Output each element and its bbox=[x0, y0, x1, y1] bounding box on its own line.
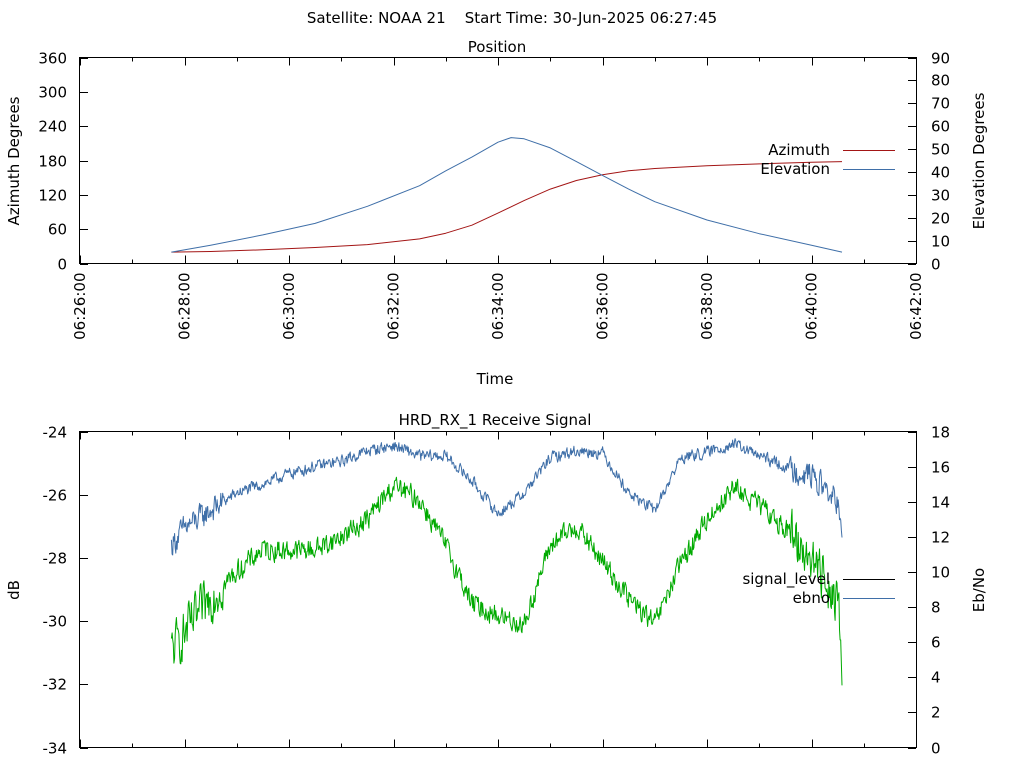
right-y-tick-label: 20 bbox=[931, 210, 950, 228]
legend-label: signal_level bbox=[742, 570, 830, 589]
right-y-tick-label: 10 bbox=[931, 564, 950, 582]
right-y-tick-label: 90 bbox=[931, 50, 950, 68]
left-y-tick-label: 60 bbox=[48, 221, 67, 239]
right-y-tick-label: 2 bbox=[931, 704, 941, 722]
position-axes: 06:26:00 06:28:00 06:30:00 06:32:00 06:34:00… bbox=[38, 50, 950, 340]
signal-series bbox=[170, 438, 843, 686]
position-x-axis-label: Time bbox=[476, 370, 514, 388]
series-line-Azimuth bbox=[171, 161, 843, 253]
x-tick-label: 06:40:00 bbox=[803, 273, 821, 340]
right-y-tick-label: 8 bbox=[931, 599, 941, 617]
position-chart-title: Position bbox=[468, 38, 526, 56]
left-y-tick-label: -32 bbox=[43, 676, 68, 694]
series-line-Elevation bbox=[171, 137, 843, 253]
left-y-tick-label: 300 bbox=[38, 84, 67, 102]
left-y-tick-label: 360 bbox=[38, 50, 67, 68]
position-series bbox=[171, 137, 843, 253]
x-tick-label: 06:38:00 bbox=[698, 273, 716, 340]
left-y-tick-label: -26 bbox=[43, 487, 68, 505]
legend-label: Elevation bbox=[760, 160, 830, 178]
left-y-tick-label: 120 bbox=[38, 187, 67, 205]
signal-left-axis-label: dB bbox=[5, 580, 23, 600]
series-line-series-2 bbox=[170, 476, 843, 686]
x-tick-label: 06:30:00 bbox=[280, 273, 298, 340]
right-y-tick-label: 70 bbox=[931, 95, 950, 113]
right-y-tick-label: 6 bbox=[931, 634, 941, 652]
left-y-tick-label: -24 bbox=[43, 424, 68, 442]
right-y-tick-label: 0 bbox=[931, 740, 941, 758]
right-y-tick-label: 0 bbox=[931, 256, 941, 274]
series-line-ebno bbox=[170, 438, 843, 556]
right-y-tick-label: 10 bbox=[931, 233, 950, 251]
right-y-tick-label: 50 bbox=[931, 141, 950, 159]
right-y-tick-label: 60 bbox=[931, 118, 950, 136]
x-tick-label: 06:26:00 bbox=[71, 273, 89, 340]
x-tick-label: 06:32:00 bbox=[385, 273, 403, 340]
right-y-tick-label: 4 bbox=[931, 669, 941, 687]
left-y-tick-label: 0 bbox=[57, 256, 67, 274]
figure-title: Satellite: NOAA 21 Start Time: 30-Jun-20… bbox=[307, 9, 717, 27]
x-tick-label: 06:36:00 bbox=[594, 273, 612, 340]
right-y-tick-label: 12 bbox=[931, 529, 950, 547]
legend-label: ebno bbox=[793, 589, 830, 607]
legend-label: Azimuth bbox=[768, 141, 830, 159]
signal-chart-title: HRD_RX_1 Receive Signal bbox=[399, 411, 592, 430]
signal-plot-frame bbox=[79, 431, 917, 748]
x-tick-label: 06:34:00 bbox=[489, 273, 507, 340]
right-y-tick-label: 18 bbox=[931, 424, 950, 442]
position-right-axis-label: Elevation Degrees bbox=[970, 92, 988, 229]
left-y-tick-label: -28 bbox=[43, 550, 68, 568]
x-tick-label: 06:28:00 bbox=[176, 273, 194, 340]
left-y-tick-label: 240 bbox=[38, 118, 67, 136]
position-left-axis-label: Azimuth Degrees bbox=[5, 96, 23, 225]
right-y-tick-label: 80 bbox=[931, 72, 950, 90]
right-y-tick-label: 16 bbox=[931, 459, 950, 477]
x-tick-label: 06:42:00 bbox=[907, 273, 925, 340]
signal-right-axis-label: Eb/No bbox=[970, 568, 988, 612]
right-y-tick-label: 30 bbox=[931, 187, 950, 205]
right-y-tick-label: 14 bbox=[931, 494, 950, 512]
right-y-tick-label: 40 bbox=[931, 164, 950, 182]
left-y-tick-label: -30 bbox=[43, 613, 68, 631]
left-y-tick-label: 180 bbox=[38, 153, 67, 171]
signal-axes: -34 -32 -30 -28 -26 -24 0 2 4 6 8 10 12 14 16 18 bbox=[43, 424, 951, 758]
left-y-tick-label: -34 bbox=[43, 740, 68, 758]
